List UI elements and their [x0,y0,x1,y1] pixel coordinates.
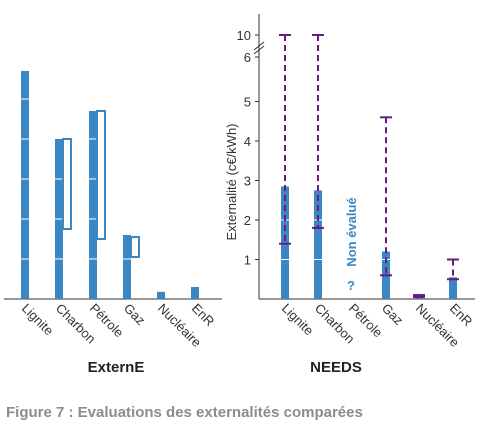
needs-bar-5 [449,277,457,299]
externe-tick-label-3: Gaz [121,301,148,328]
needs-title: NEEDS [310,359,362,376]
needs-axis-break-2 [253,45,265,55]
needs-tick-label-0: Lignite [279,301,317,339]
externe-range-1 [62,138,72,230]
needs-ytick-label-1: 2 [244,213,251,228]
needs-ytick-label-2: 3 [244,174,251,189]
needs-tick-label-3: Gaz [379,301,406,328]
needs-ytick-label-6: 10 [237,28,251,43]
needs-bar-1 [314,190,322,299]
externe-bar-5 [191,287,199,299]
externe-tick-label-0: Lignite [19,301,57,339]
needs-ylabel: Externalité (c€/kWh) [224,123,239,240]
externe-bar-2 [89,111,97,299]
externe-range-2 [96,110,106,240]
externe-bar-4 [157,291,165,299]
externe-range-3 [130,236,140,258]
externe-bar-3 [123,235,131,299]
needs-ytick-label-3: 4 [244,134,251,149]
externe-title: ExternE [88,359,145,376]
needs-tick-label-5: EnR [447,301,475,329]
needs-ytick-label-5: 6 [244,50,251,65]
needs-not-evaluated-mark: ? [347,278,355,293]
externe-bar-0 [21,71,29,299]
needs-axis-break-1 [253,41,265,51]
needs-not-evaluated-label: Non évalué [344,197,359,266]
externe-tick-label-5: EnR [189,301,217,329]
figure-caption: Figure 7 : Evaluations des externalités … [6,404,363,421]
needs-ytick-label-0: 1 [244,253,251,268]
needs-ytick-label-4: 5 [244,95,251,110]
